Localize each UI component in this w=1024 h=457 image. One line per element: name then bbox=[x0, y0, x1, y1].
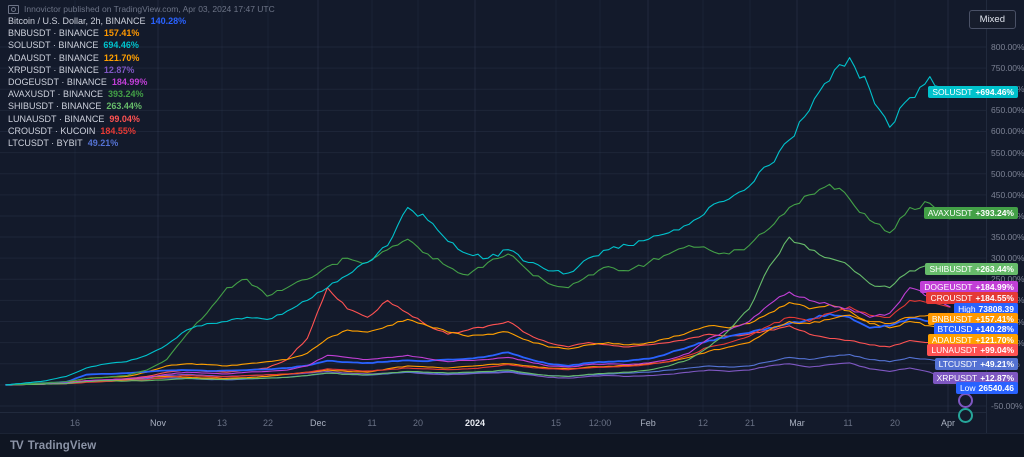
legend-change-value: 99.04% bbox=[109, 113, 140, 124]
legend-row-7[interactable]: SHIBUSDT · BINANCE 263.44% bbox=[8, 100, 186, 112]
time-axis-label: 15 bbox=[550, 418, 562, 428]
collapsed-indicator-top[interactable] bbox=[958, 393, 973, 408]
legend-symbol-label: DOGEUSDT · BINANCE bbox=[8, 77, 107, 88]
series-line-shibusdt[interactable] bbox=[5, 236, 951, 386]
time-axis-label: 13 bbox=[216, 418, 228, 428]
legend-change-value: 263.44% bbox=[106, 101, 142, 112]
price-axis-label: 0.00% bbox=[991, 379, 1016, 390]
time-axis-label: 2024 bbox=[464, 418, 486, 428]
price-axis-label: 550.00% bbox=[991, 147, 1024, 158]
brand-wordmark: TradingView bbox=[27, 439, 97, 452]
series-line-adausdt[interactable] bbox=[5, 301, 951, 386]
plot-area[interactable] bbox=[0, 0, 986, 412]
legend-symbol-label: BNBUSDT · BINANCE bbox=[8, 28, 99, 39]
series-line-bnbusdt[interactable] bbox=[5, 314, 951, 386]
legend-row-9[interactable]: CROUSDT · KUCOIN 184.55% bbox=[8, 125, 186, 137]
price-axis-label: 300.00% bbox=[991, 253, 1024, 264]
attribution-text: Innovictor published on TradingView.com,… bbox=[24, 4, 275, 14]
price-axis-label: 50.00% bbox=[991, 358, 1020, 369]
legend-change-value: 12.87% bbox=[103, 64, 135, 75]
legend-change-value: 140.28% bbox=[150, 16, 187, 27]
series-line-lunausdt[interactable] bbox=[5, 287, 951, 386]
price-axis-label: 450.00% bbox=[991, 189, 1024, 200]
legend-change-value: 184.99% bbox=[111, 77, 148, 88]
price-axis-label: 600.00% bbox=[991, 126, 1024, 137]
legend-row-10[interactable]: LTCUSDT · BYBIT 49.21% bbox=[8, 137, 186, 149]
time-axis-label: 20 bbox=[889, 418, 901, 428]
legend-symbol-label: Bitcoin / U.S. Dollar, 2h, BINANCE bbox=[8, 16, 146, 27]
price-axis-label: 700.00% bbox=[991, 84, 1024, 95]
legend-row-8[interactable]: LUNAUSDT · BINANCE 99.04% bbox=[8, 113, 186, 125]
legend-symbol-label: SHIBUSDT · BINANCE bbox=[8, 101, 102, 112]
legend-row-6[interactable]: AVAXUSDT · BINANCE 393.24% bbox=[8, 88, 186, 100]
price-axis[interactable]: 800.00% 750.00% 700.00% 650.00% 600.00% 550.0… bbox=[986, 0, 1024, 433]
price-axis-label: 100.00% bbox=[991, 337, 1024, 348]
series-line-xrpusdt[interactable] bbox=[5, 362, 951, 386]
mixed-scale-button[interactable]: Mixed bbox=[968, 10, 1016, 29]
tradingview-logo[interactable]: TV TradingView bbox=[10, 440, 96, 452]
time-axis-label: 11 bbox=[843, 418, 853, 428]
legend-symbol-label: AVAXUSDT · BINANCE bbox=[8, 89, 104, 100]
series-line-avaxusdt[interactable] bbox=[5, 183, 951, 386]
time-axis[interactable]: 16 Nov 13 22 Dec 11 20 2024 15 12:00 Feb 12 21 Mar 11 2… bbox=[0, 412, 986, 434]
price-axis-label: 800.00% bbox=[991, 42, 1024, 52]
price-axis-label: 150.00% bbox=[991, 316, 1024, 327]
time-axis-label: Mar bbox=[789, 418, 805, 428]
legend-row-0[interactable]: Bitcoin / U.S. Dollar, 2h, BINANCE 140.28… bbox=[8, 15, 186, 27]
time-axis-label: Feb bbox=[640, 418, 656, 428]
time-axis-label: 20 bbox=[412, 418, 424, 428]
attribution: Innovictor published on TradingView.com,… bbox=[8, 4, 275, 14]
time-axis-label: Nov bbox=[149, 418, 167, 428]
legend-row-1[interactable]: BNBUSDT · BINANCE 157.41% bbox=[8, 27, 186, 39]
legend-change-value: 184.55% bbox=[100, 125, 136, 136]
series-line-btcusd[interactable] bbox=[5, 312, 951, 386]
legend-symbol-label: XRPUSDT · BINANCE bbox=[8, 64, 99, 75]
plot-svg[interactable] bbox=[0, 0, 986, 412]
time-axis-label: 12:00 bbox=[588, 418, 612, 428]
time-axis-label: Apr bbox=[940, 418, 956, 428]
collapsed-indicator-bottom[interactable] bbox=[958, 408, 973, 423]
series-line-crousdt[interactable] bbox=[5, 299, 951, 386]
legend-change-value: 121.70% bbox=[103, 52, 140, 63]
legend-change-value: 694.46% bbox=[103, 40, 139, 51]
legend: Bitcoin / U.S. Dollar, 2h, BINANCE 140.28… bbox=[8, 15, 186, 149]
legend-symbol-label: ADAUSDT · BINANCE bbox=[8, 52, 99, 63]
legend-symbol-label: LUNAUSDT · BINANCE bbox=[8, 113, 105, 124]
time-axis-label: Dec bbox=[309, 418, 327, 428]
camera-icon bbox=[8, 4, 19, 14]
series-line-solusdt[interactable] bbox=[5, 57, 951, 386]
bottom-bar: TV TradingView bbox=[0, 433, 1024, 457]
price-axis-label: 650.00% bbox=[991, 105, 1024, 116]
time-axis-label: 11 bbox=[367, 418, 377, 428]
price-axis-label: 200.00% bbox=[991, 295, 1024, 306]
legend-symbol-label: LTCUSDT · BYBIT bbox=[8, 137, 83, 148]
time-axis-label: 21 bbox=[744, 418, 756, 428]
series-line-dogeusdt[interactable] bbox=[5, 287, 951, 386]
price-axis-label: -50.00% bbox=[991, 401, 1023, 411]
price-axis-label: 400.00% bbox=[991, 210, 1024, 221]
legend-row-3[interactable]: ADAUSDT · BINANCE 121.70% bbox=[8, 52, 186, 64]
price-axis-label: 500.00% bbox=[991, 168, 1024, 179]
legend-row-4[interactable]: XRPUSDT · BINANCE 12.87% bbox=[8, 64, 186, 76]
price-axis-label: 750.00% bbox=[991, 63, 1024, 74]
tradingview-mark-icon: TV bbox=[10, 439, 24, 452]
legend-row-5[interactable]: DOGEUSDT · BINANCE 184.99% bbox=[8, 76, 186, 88]
price-axis-label: 250.00% bbox=[991, 274, 1024, 285]
time-axis-label: 22 bbox=[262, 418, 274, 428]
legend-change-value: 393.24% bbox=[108, 89, 144, 100]
legend-change-value: 157.41% bbox=[103, 28, 140, 39]
legend-symbol-label: SOLUSDT · BINANCE bbox=[8, 40, 99, 51]
price-axis-label: 350.00% bbox=[991, 232, 1024, 243]
legend-symbol-label: CROUSDT · KUCOIN bbox=[8, 125, 96, 136]
legend-row-2[interactable]: SOLUSDT · BINANCE 694.46% bbox=[8, 39, 186, 51]
time-axis-label: 12 bbox=[697, 418, 709, 428]
legend-change-value: 49.21% bbox=[87, 137, 119, 148]
time-axis-label: 16 bbox=[69, 418, 81, 428]
